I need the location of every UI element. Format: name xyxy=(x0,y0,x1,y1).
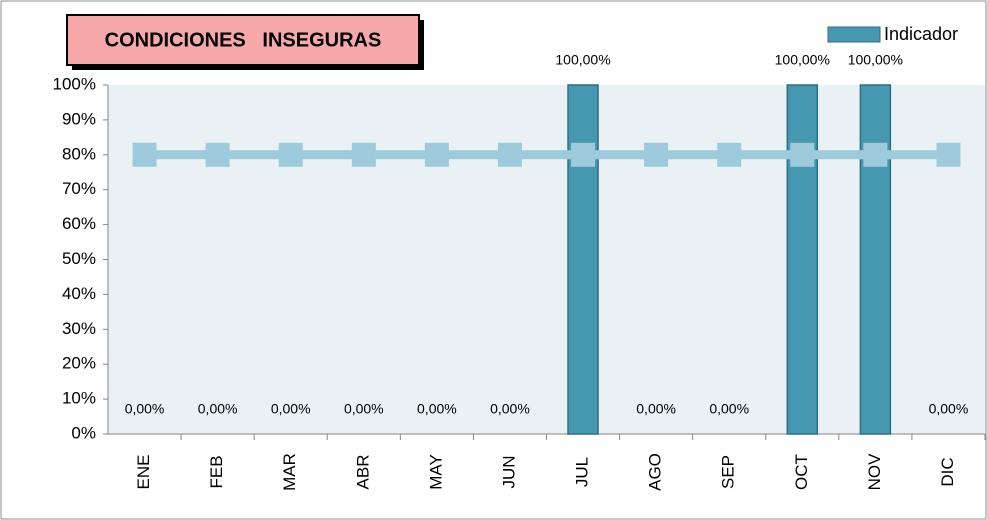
line-marker xyxy=(497,142,522,167)
value-label: 100,00% xyxy=(775,52,830,68)
x-tick-label: AGO xyxy=(646,453,665,491)
line-marker xyxy=(717,142,742,167)
legend-swatch xyxy=(827,26,881,43)
y-tick-label: 60% xyxy=(62,214,96,233)
y-tick-label: 50% xyxy=(62,249,96,268)
line-marker xyxy=(424,142,449,167)
x-tick-label: JUL xyxy=(573,457,592,487)
legend-label: Indicador xyxy=(884,24,958,44)
line-marker xyxy=(863,142,888,167)
x-tick-label: ENE xyxy=(134,455,153,490)
value-label: 0,00% xyxy=(709,401,749,417)
line-marker xyxy=(936,142,961,167)
value-label: 0,00% xyxy=(344,401,384,417)
y-tick-label: 0% xyxy=(71,423,96,442)
x-tick-label: JUN xyxy=(499,455,518,488)
plot-area xyxy=(108,85,985,434)
line-marker xyxy=(132,142,157,167)
y-tick-label: 70% xyxy=(62,179,96,198)
y-tick-label: 20% xyxy=(62,354,96,373)
value-label: 100,00% xyxy=(848,52,903,68)
y-tick-label: 10% xyxy=(62,389,96,408)
value-label: 0,00% xyxy=(198,401,238,417)
chart-title: CONDICIONES INSEGURAS xyxy=(105,29,382,51)
x-tick-label: ABR xyxy=(353,455,372,490)
title-box xyxy=(66,14,420,66)
x-tick-label: MAR xyxy=(280,453,299,491)
value-label: 0,00% xyxy=(417,401,457,417)
y-tick-label: 40% xyxy=(62,284,96,303)
y-tick-label: 100% xyxy=(53,74,96,93)
x-tick-label: SEP xyxy=(719,455,738,489)
bar xyxy=(567,84,599,435)
line-marker xyxy=(790,142,815,167)
line-marker xyxy=(351,142,376,167)
line-marker xyxy=(205,142,230,167)
value-label: 0,00% xyxy=(271,401,311,417)
value-label: 0,00% xyxy=(929,401,969,417)
line-marker xyxy=(571,142,596,167)
line-marker xyxy=(644,142,669,167)
x-tick-label: DIC xyxy=(938,457,957,486)
x-tick-label: OCT xyxy=(792,454,811,490)
x-tick-label: NOV xyxy=(865,453,884,491)
y-tick-label: 80% xyxy=(62,144,96,163)
x-tick-label: MAY xyxy=(426,454,445,490)
value-label: 0,00% xyxy=(125,401,165,417)
value-label: 100,00% xyxy=(555,52,610,68)
value-label: 0,00% xyxy=(490,401,530,417)
line-marker xyxy=(278,142,303,167)
x-tick-label: FEB xyxy=(207,455,226,488)
bar xyxy=(786,84,819,435)
value-label: 0,00% xyxy=(636,401,676,417)
y-tick-label: 90% xyxy=(62,109,96,128)
y-tick-label: 30% xyxy=(62,319,96,338)
bar xyxy=(859,84,892,435)
